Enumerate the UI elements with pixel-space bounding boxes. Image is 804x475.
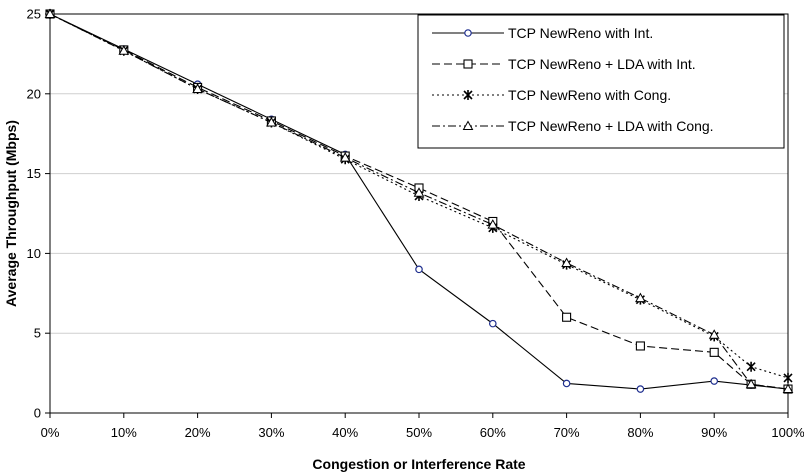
legend-label: TCP NewReno with Cong. [508, 87, 671, 103]
circle-marker [562, 379, 571, 388]
series-group [44, 8, 794, 394]
x-tick-label: 90% [701, 425, 727, 440]
circle-marker [710, 377, 719, 385]
x-tick-label: 60% [480, 425, 506, 440]
triangle-marker [487, 219, 499, 229]
x-tick-label: 100% [771, 425, 804, 440]
x-tick-label: 20% [185, 425, 211, 440]
legend: TCP NewReno with Int. TCP NewReno + LDA w… [417, 14, 785, 149]
x-tick-label: 80% [627, 425, 653, 440]
square-marker [463, 59, 473, 69]
series-line [49, 13, 789, 390]
triangle-marker [413, 187, 425, 197]
y-tick-label: 20 [27, 86, 41, 101]
triangle-marker [192, 83, 203, 94]
triangle-marker [561, 257, 572, 267]
x-tick-label: 50% [406, 425, 432, 440]
y-tick-label: 0 [34, 406, 41, 421]
y-tick-label: 15 [27, 166, 41, 181]
triangle-marker [462, 120, 474, 130]
circle-marker [636, 385, 645, 393]
triangle-marker [44, 8, 56, 18]
y-tick-label: 5 [34, 326, 41, 341]
x-tick-label: 0% [41, 425, 60, 440]
circle-marker [415, 265, 423, 274]
star-marker [463, 90, 473, 100]
x-tick-label: 10% [111, 425, 137, 440]
legend-item: TCP NewReno + LDA with Int. [432, 56, 696, 72]
square-marker [635, 341, 645, 351]
x-tick-label: 30% [258, 425, 284, 440]
x-tick-label: 40% [332, 425, 358, 440]
legend-item: TCP NewReno + LDA with Cong. [432, 118, 714, 134]
y-tick-label: 25 [27, 7, 41, 22]
y-axis-title: Average Throughput (Mbps) [3, 120, 19, 307]
circle-marker [488, 319, 497, 328]
triangle-marker [118, 45, 130, 55]
star-marker [746, 361, 756, 372]
legend-label: TCP NewReno + LDA with Cong. [508, 118, 714, 134]
legend-label: TCP NewReno + LDA with Int. [508, 56, 696, 72]
triangle-marker [266, 117, 277, 127]
x-tick-label: 70% [554, 425, 580, 440]
triangle-marker [708, 329, 720, 339]
axes: 0 5 10 15 20 25 0% 10% 20% 30% 40% 50% 60% 70% 80% 90% 1… [27, 7, 804, 441]
triangle-marker [635, 292, 646, 303]
series-line [49, 13, 789, 390]
square-marker [562, 312, 572, 322]
triangle-marker [745, 378, 757, 389]
square-marker [709, 347, 719, 357]
series-4 [44, 8, 794, 394]
legend-label: TCP NewReno with Int. [508, 25, 653, 41]
legend-item: TCP NewReno with Int. [432, 25, 653, 41]
y-tick-label: 10 [27, 246, 41, 261]
x-axis-title: Congestion or Interference Rate [312, 456, 525, 472]
circle-marker [464, 29, 472, 37]
legend-item: TCP NewReno with Cong. [432, 87, 671, 103]
series-line [49, 13, 789, 390]
legend-box [417, 14, 785, 149]
triangle-marker [782, 383, 794, 394]
star-marker [783, 372, 793, 383]
triangle-marker [339, 152, 351, 162]
